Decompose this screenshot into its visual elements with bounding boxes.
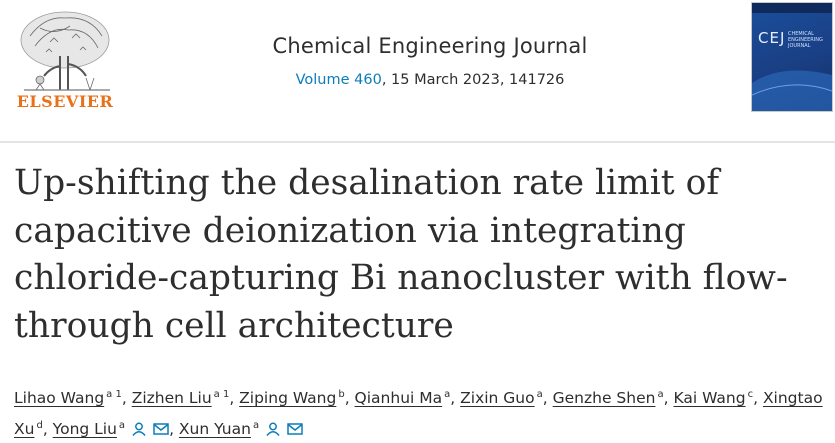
author-link[interactable]: Genzhe Shen a — [553, 389, 664, 407]
author-link[interactable]: Yong Liu a — [53, 420, 169, 438]
author-link[interactable]: Lihao Wang a 1 — [14, 389, 122, 407]
envelope-icon[interactable] — [153, 422, 169, 436]
citation-line: Volume 460, 15 March 2023, 141726 — [180, 72, 680, 88]
person-icon[interactable] — [131, 422, 147, 436]
author-name[interactable]: Kai Wang — [673, 389, 746, 407]
author-name[interactable]: Yong Liu — [52, 420, 117, 438]
author-name[interactable]: Ziping Wang — [239, 389, 337, 407]
author-affiliation[interactable]: c — [747, 389, 754, 400]
cover-acronym: CEJ — [758, 29, 786, 47]
author-affiliation[interactable]: d — [36, 420, 43, 431]
author-affiliation[interactable]: a 1 — [106, 389, 122, 400]
author-link[interactable]: Zixin Guo a — [460, 389, 543, 407]
citation-date-article-number: , 15 March 2023, 141726 — [381, 72, 565, 88]
author-link[interactable]: Ziping Wang b — [239, 389, 345, 407]
author-link[interactable]: Kai Wang c — [673, 389, 753, 407]
article-title: Up-shifting the desalination rate limit … — [14, 163, 788, 346]
article-header: ELSEVIER Chemical Engineering Journal Vo… — [0, 0, 835, 142]
author-affiliation[interactable]: b — [338, 389, 345, 400]
author-affiliation[interactable]: a — [657, 389, 664, 400]
publisher-name[interactable]: ELSEVIER — [16, 92, 114, 111]
author-link[interactable]: Xingtao Xu d — [14, 389, 823, 438]
cover-artwork-icon — [752, 3, 832, 111]
elsevier-tree-logo[interactable] — [10, 6, 120, 112]
author-name[interactable]: Zizhen Liu — [131, 389, 212, 407]
author-name[interactable]: Genzhe Shen — [552, 389, 656, 407]
author-affiliation[interactable]: a — [536, 389, 543, 400]
author-affiliation[interactable]: a — [252, 420, 260, 431]
person-icon[interactable] — [265, 422, 281, 436]
author-name[interactable]: Lihao Wang — [14, 389, 105, 407]
author-name[interactable]: Xingtao Xu — [14, 389, 823, 438]
author-link[interactable]: Qianhui Ma a — [355, 389, 451, 407]
header-divider — [0, 141, 835, 143]
author-name[interactable]: Xun Yuan — [178, 420, 251, 438]
journal-cover-thumbnail[interactable]: CEJ CHEMICAL ENGINEERING JOURNAL — [751, 2, 833, 112]
author-affiliation[interactable]: a — [118, 420, 126, 431]
envelope-icon[interactable] — [287, 422, 303, 436]
author-affiliation[interactable]: a — [444, 389, 451, 400]
author-affiliation[interactable]: a 1 — [213, 389, 230, 400]
volume-link[interactable]: Volume 460 — [295, 72, 382, 88]
author-name[interactable]: Zixin Guo — [460, 389, 535, 407]
cover-subtitle: CHEMICAL ENGINEERING JOURNAL — [788, 31, 823, 49]
journal-title-link[interactable]: Chemical Engineering Journal — [272, 34, 588, 58]
author-name[interactable]: Qianhui Ma — [354, 389, 443, 407]
author-link[interactable]: Xun Yuan a — [179, 420, 303, 438]
tree-illustration-icon — [20, 11, 110, 91]
author-link[interactable]: Zizhen Liu a 1 — [132, 389, 230, 407]
author-list: Lihao Wang a 1, Zizhen Liu a 1, Ziping Wan… — [14, 389, 823, 438]
